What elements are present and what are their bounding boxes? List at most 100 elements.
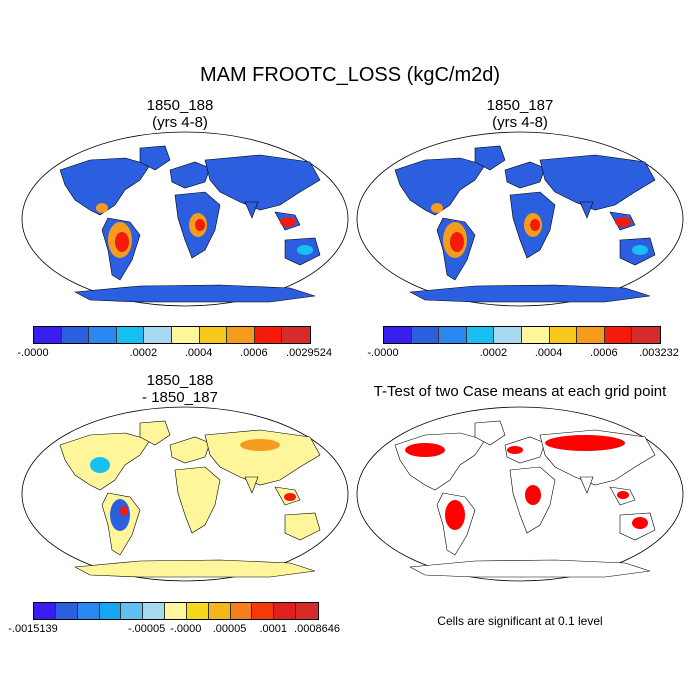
seasia-high-region	[280, 217, 296, 227]
colorbar-swatch	[296, 603, 318, 619]
colorbar-swatch	[577, 327, 605, 343]
colorbar-tick-label: -.0000	[17, 347, 49, 359]
colorbar-swatch	[55, 603, 78, 619]
africa-high-region	[195, 219, 205, 231]
continent-australia	[284, 512, 321, 541]
significant-region	[405, 443, 445, 457]
continent-antarctica	[73, 284, 316, 303]
colorbar-tick-label: .0008646	[294, 623, 340, 635]
colorbar-panel-3-ticks: -.0015139 -.00005 -.0000 .00005 .0001 .000864…	[8, 623, 340, 637]
colorbar-swatch	[494, 327, 522, 343]
panel3-title-line1: 1850_188	[146, 372, 214, 389]
continent-europe	[169, 161, 211, 189]
colorbar-tick-label: -.00005	[127, 623, 166, 635]
continent-india	[244, 476, 259, 494]
colorbar-panel-2-ticks: -.0000 .0002 .0004 .0006 .003232	[367, 347, 678, 361]
panel1-title-line1: 1850_188	[146, 97, 214, 114]
colorbar-tick-label: -.0000	[170, 623, 202, 635]
colorbar-swatch	[411, 327, 440, 343]
continent-asia	[204, 154, 321, 211]
colorbar-tick-label: .0004	[184, 347, 213, 359]
colorbar-tick-label: .0002	[479, 347, 508, 359]
australia-mid-region	[297, 245, 313, 255]
continent-asia	[204, 429, 321, 486]
colorbar-swatch	[143, 603, 166, 619]
significant-region	[445, 500, 465, 530]
continent-antarctica	[73, 559, 316, 578]
colorbar-tick-label: .0002	[129, 347, 158, 359]
colorbar-panel-3	[33, 602, 319, 620]
australia-mid-region	[632, 245, 648, 255]
colorbar-tick-label: -.0015139	[8, 623, 58, 635]
continent-northAmerica	[59, 157, 151, 216]
panel2-title-line2: (yrs 4-8)	[492, 114, 548, 131]
colorbar-tick-label: .003232	[639, 347, 679, 359]
map-panel-1	[21, 131, 349, 307]
colorbar-swatch	[254, 327, 283, 343]
significant-region	[617, 491, 629, 499]
colorbar-panel-1	[33, 326, 311, 344]
continent-europe	[504, 161, 546, 189]
colorbar-swatch	[61, 327, 90, 343]
colorbar-swatch	[165, 603, 187, 619]
colorbar-swatch	[632, 327, 660, 343]
significance-note: Cells are significant at 0.1 level	[437, 614, 603, 628]
colorbar-tick-label: .0029524	[286, 347, 332, 359]
continent-greenland	[139, 420, 171, 446]
panel1-title: 1850_188 (yrs 4-8)	[20, 97, 340, 131]
colorbar-swatch	[34, 327, 62, 343]
continent-northAmerica	[394, 157, 486, 216]
amazon-high-region	[450, 232, 464, 252]
central-america-warm-region	[431, 203, 443, 213]
colorbar-swatch	[604, 327, 633, 343]
continent-greenland	[139, 145, 171, 171]
panel1-title-line2: (yrs 4-8)	[152, 114, 208, 131]
panel3-title: 1850_188 - 1850_187	[20, 372, 340, 406]
colorbar-swatch	[77, 603, 100, 619]
seasia-diff-region	[284, 493, 296, 501]
amazon-diff-region	[110, 499, 130, 531]
colorbar-panel-1-ticks: -.0000 .0002 .0004 .0006 .0029524	[17, 347, 332, 361]
colorbar-swatch	[274, 603, 297, 619]
figure-title: MAM FROOTC_LOSS (kgC/m2d)	[199, 64, 501, 86]
amazon-high-region	[115, 232, 129, 252]
na-diff-region	[90, 457, 110, 473]
colorbar-swatch	[549, 327, 578, 343]
colorbar-swatch	[199, 327, 228, 343]
colorbar-tick-label: -.0000	[367, 347, 399, 359]
colorbar-tick-label: .00005	[212, 623, 247, 635]
colorbar-swatch	[89, 327, 117, 343]
panel2-title: 1850_187 (yrs 4-8)	[360, 97, 680, 131]
colorbar-tick-label: .0004	[534, 347, 563, 359]
amazon-pos-region	[120, 506, 128, 516]
continent-asia	[539, 154, 656, 211]
colorbar-swatch	[116, 327, 145, 343]
colorbar-swatch	[227, 327, 255, 343]
central-america-warm-region	[96, 203, 108, 213]
colorbar-tick-label: .0001	[259, 623, 288, 635]
significant-region	[507, 446, 523, 454]
colorbar-swatch	[439, 327, 467, 343]
colorbar-swatch	[99, 603, 122, 619]
colorbar-swatch	[186, 603, 209, 619]
colorbar-swatch	[34, 603, 56, 619]
seasia-high-region	[615, 217, 631, 227]
continent-antarctica	[408, 284, 651, 303]
colorbar-panel-2	[383, 326, 661, 344]
map-panel-4	[356, 406, 684, 582]
panel4-title: T-Test of two Case means at each grid po…	[350, 383, 690, 400]
colorbar-tick-label: .0006	[590, 347, 618, 359]
significant-region	[545, 435, 625, 451]
colorbar-swatch	[384, 327, 412, 343]
colorbar-swatch	[466, 327, 495, 343]
colorbar-swatch	[144, 327, 172, 343]
continent-europe	[504, 436, 546, 464]
continent-africa	[174, 466, 221, 534]
panel4-title-line1: T-Test of two Case means at each grid po…	[373, 383, 667, 400]
colorbar-tick-label: .0006	[240, 347, 268, 359]
map-panel-3	[21, 406, 349, 582]
continent-antarctica	[408, 559, 651, 578]
continent-india	[579, 476, 594, 494]
panel3-title-line2: - 1850_187	[142, 389, 218, 406]
significant-region	[525, 485, 541, 505]
